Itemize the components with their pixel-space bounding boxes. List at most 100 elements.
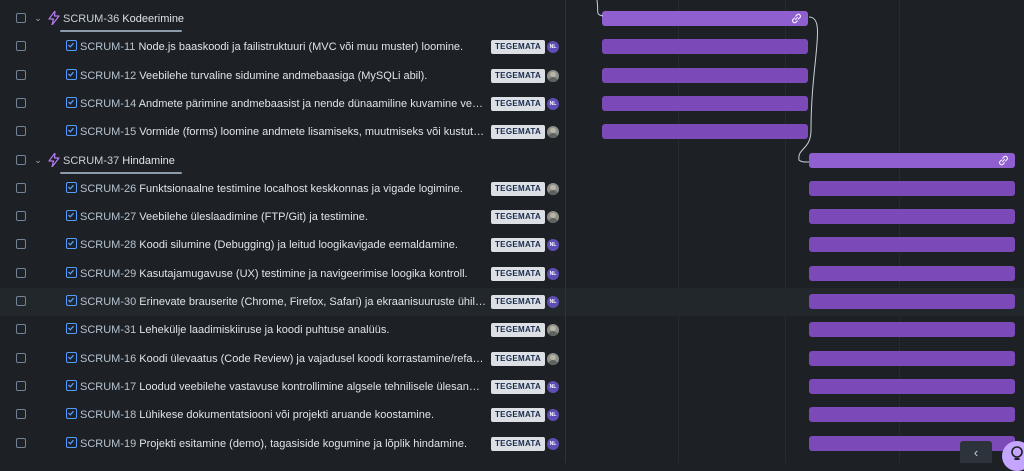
issue-key[interactable]: SCRUM-30 bbox=[80, 296, 137, 308]
link-icon[interactable] bbox=[998, 155, 1009, 166]
table-row[interactable]: SCRUM-29 Kasutajamugavuse (UX) testimine… bbox=[0, 260, 565, 288]
avatar[interactable]: NL bbox=[547, 409, 559, 421]
row-select-checkbox[interactable] bbox=[16, 70, 26, 80]
row-select-checkbox[interactable] bbox=[16, 155, 26, 165]
issue-title[interactable]: SCRUM-30 Erinevate brauserite (Chrome, F… bbox=[80, 295, 486, 309]
epic-timeline-bar[interactable] bbox=[809, 153, 1015, 168]
avatar[interactable]: NL bbox=[547, 268, 559, 280]
issue-key[interactable]: SCRUM-17 bbox=[80, 381, 137, 393]
issue-title[interactable]: SCRUM-31 Lehekülje laadimiskiiruse ja ko… bbox=[80, 323, 486, 337]
table-row[interactable]: SCRUM-26 Funktsionaalne testimine localh… bbox=[0, 175, 565, 203]
epic-row[interactable]: ⌄ SCRUM-36 Kodeerimine bbox=[0, 5, 565, 33]
avatar[interactable] bbox=[547, 211, 559, 223]
row-select-checkbox[interactable] bbox=[16, 13, 26, 23]
issue-key[interactable]: SCRUM-14 bbox=[80, 98, 137, 110]
row-select-checkbox[interactable] bbox=[16, 41, 26, 51]
status-badge[interactable]: TEGEMATA bbox=[491, 323, 546, 337]
row-select-checkbox[interactable] bbox=[16, 98, 26, 108]
issue-key[interactable]: SCRUM-18 bbox=[80, 409, 137, 421]
avatar[interactable] bbox=[547, 70, 559, 82]
row-select-checkbox[interactable] bbox=[16, 324, 26, 334]
issue-title[interactable]: SCRUM-16 Koodi ülevaatus (Code Review) j… bbox=[80, 352, 486, 366]
avatar[interactable]: NL bbox=[547, 381, 559, 393]
chevron-down-icon[interactable]: ⌄ bbox=[34, 155, 42, 165]
issue-key[interactable]: SCRUM-19 bbox=[80, 438, 137, 450]
issue-key[interactable]: SCRUM-31 bbox=[80, 324, 137, 336]
issue-key[interactable]: SCRUM-12 bbox=[80, 70, 137, 82]
table-row[interactable]: SCRUM-18 Lühikese dokumentatsiooni või p… bbox=[0, 401, 565, 429]
status-badge[interactable]: TEGEMATA bbox=[491, 125, 546, 139]
row-select-checkbox[interactable] bbox=[16, 239, 26, 249]
issue-title[interactable]: SCRUM-12 Veebilehe turvaline sidumine an… bbox=[80, 69, 486, 83]
status-badge[interactable]: TEGEMATA bbox=[491, 352, 546, 366]
avatar[interactable]: NL bbox=[547, 296, 559, 308]
status-badge[interactable]: TEGEMATA bbox=[491, 267, 546, 281]
task-timeline-bar[interactable] bbox=[602, 96, 808, 111]
avatar[interactable]: NL bbox=[547, 41, 559, 53]
avatar[interactable] bbox=[547, 324, 559, 336]
epic-row[interactable]: ⌄ SCRUM-37 Hindamine bbox=[0, 147, 565, 175]
task-timeline-bar[interactable] bbox=[602, 68, 808, 83]
avatar[interactable] bbox=[547, 183, 559, 195]
avatar[interactable] bbox=[547, 353, 559, 365]
issue-title[interactable]: SCRUM-27 Veebilehe üleslaadimine (FTP/Gi… bbox=[80, 210, 486, 224]
issue-key[interactable]: SCRUM-26 bbox=[80, 183, 137, 195]
row-select-checkbox[interactable] bbox=[16, 126, 26, 136]
issue-key[interactable]: SCRUM-15 bbox=[80, 126, 137, 138]
table-row[interactable]: SCRUM-11 Node.js baaskoodi ja failistruk… bbox=[0, 33, 565, 61]
issue-key[interactable]: SCRUM-29 bbox=[80, 268, 137, 280]
task-timeline-bar[interactable] bbox=[809, 266, 1015, 281]
issue-title[interactable]: SCRUM-15 Vormide (forms) loomine andmete… bbox=[80, 125, 486, 139]
task-timeline-bar[interactable] bbox=[809, 181, 1015, 196]
table-row[interactable]: SCRUM-28 Koodi silumine (Debugging) ja l… bbox=[0, 231, 565, 259]
avatar[interactable]: NL bbox=[547, 98, 559, 110]
task-timeline-bar[interactable] bbox=[602, 39, 808, 54]
table-row[interactable]: SCRUM-30 Erinevate brauserite (Chrome, F… bbox=[0, 288, 565, 316]
row-select-checkbox[interactable] bbox=[16, 409, 26, 419]
row-select-checkbox[interactable] bbox=[16, 438, 26, 448]
issue-key[interactable]: SCRUM-11 bbox=[80, 41, 136, 53]
issue-title[interactable]: SCRUM-37 Hindamine bbox=[63, 154, 175, 168]
status-badge[interactable]: TEGEMATA bbox=[491, 40, 546, 54]
issue-title[interactable]: SCRUM-28 Koodi silumine (Debugging) ja l… bbox=[80, 238, 486, 252]
issue-key[interactable]: SCRUM-16 bbox=[80, 353, 137, 365]
table-row[interactable]: SCRUM-15 Vormide (forms) loomine andmete… bbox=[0, 118, 565, 146]
table-row[interactable]: SCRUM-14 Andmete pärimine andmebaasist j… bbox=[0, 90, 565, 118]
issue-title[interactable]: SCRUM-14 Andmete pärimine andmebaasist j… bbox=[80, 97, 486, 111]
task-timeline-bar[interactable] bbox=[809, 379, 1015, 394]
link-icon[interactable] bbox=[791, 13, 802, 24]
task-timeline-bar[interactable] bbox=[809, 237, 1015, 252]
table-row[interactable]: SCRUM-17 Loodud veebilehe vastavuse kont… bbox=[0, 373, 565, 401]
issue-title[interactable]: SCRUM-36 Kodeerimine bbox=[63, 12, 184, 26]
issue-title[interactable]: SCRUM-11 Node.js baaskoodi ja failistruk… bbox=[80, 40, 486, 54]
status-badge[interactable]: TEGEMATA bbox=[491, 238, 546, 252]
avatar[interactable] bbox=[547, 126, 559, 138]
row-select-checkbox[interactable] bbox=[16, 211, 26, 221]
task-timeline-bar[interactable] bbox=[809, 407, 1015, 422]
status-badge[interactable]: TEGEMATA bbox=[491, 182, 546, 196]
issue-title[interactable]: SCRUM-18 Lühikese dokumentatsiooni või p… bbox=[80, 408, 486, 422]
chevron-down-icon[interactable]: ⌄ bbox=[34, 13, 42, 23]
epic-timeline-bar[interactable] bbox=[602, 11, 808, 26]
task-timeline-bar[interactable] bbox=[809, 351, 1015, 366]
issue-title[interactable]: SCRUM-19 Projekti esitamine (demo), taga… bbox=[80, 437, 486, 451]
row-select-checkbox[interactable] bbox=[16, 353, 26, 363]
status-badge[interactable]: TEGEMATA bbox=[491, 69, 546, 83]
issue-title[interactable]: SCRUM-26 Funktsionaalne testimine localh… bbox=[80, 182, 486, 196]
table-row[interactable]: SCRUM-16 Koodi ülevaatus (Code Review) j… bbox=[0, 345, 565, 373]
row-select-checkbox[interactable] bbox=[16, 268, 26, 278]
task-timeline-bar[interactable] bbox=[809, 294, 1015, 309]
status-badge[interactable]: TEGEMATA bbox=[491, 210, 546, 224]
timeline-prev-button[interactable]: ‹ bbox=[960, 441, 992, 463]
row-select-checkbox[interactable] bbox=[16, 296, 26, 306]
issue-title[interactable]: SCRUM-17 Loodud veebilehe vastavuse kont… bbox=[80, 380, 486, 394]
task-timeline-bar[interactable] bbox=[809, 209, 1015, 224]
status-badge[interactable]: TEGEMATA bbox=[491, 97, 546, 111]
task-timeline-bar[interactable] bbox=[602, 124, 808, 139]
status-badge[interactable]: TEGEMATA bbox=[491, 437, 546, 451]
avatar[interactable]: NL bbox=[547, 239, 559, 251]
avatar[interactable]: NL bbox=[547, 438, 559, 450]
status-badge[interactable]: TEGEMATA bbox=[491, 408, 546, 422]
row-select-checkbox[interactable] bbox=[16, 183, 26, 193]
issue-key[interactable]: SCRUM-27 bbox=[80, 211, 137, 223]
